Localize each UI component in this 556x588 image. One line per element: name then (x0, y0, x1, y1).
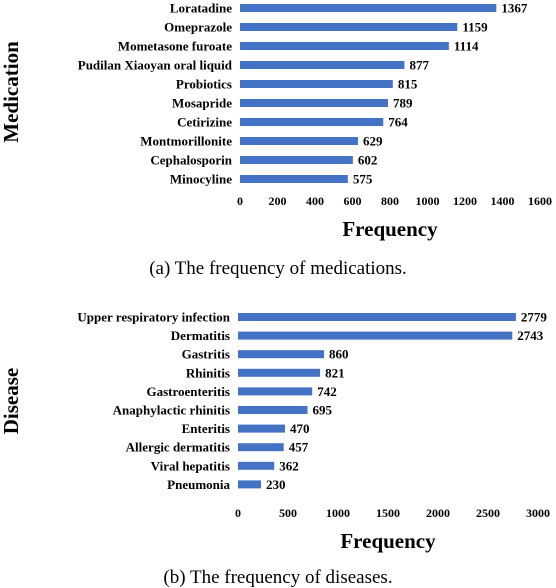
bar (238, 461, 275, 470)
figure-caption: (b) The frequency of diseases. (163, 567, 392, 588)
x-tick-label: 1000 (326, 506, 350, 520)
x-axis-label: Frequency (342, 217, 438, 241)
bar (238, 406, 308, 414)
x-tick-label: 1000 (416, 194, 440, 208)
bar (238, 387, 313, 396)
x-tick-label: 0 (235, 506, 241, 520)
bar (240, 137, 358, 145)
y-axis-label: Medication (0, 41, 23, 143)
category-label: Pudilan Xiaoyan oral liquid (78, 58, 233, 73)
x-tick-label: 1500 (376, 506, 400, 520)
category-label: Mometasone furoate (118, 39, 232, 54)
x-tick-label: 0 (237, 194, 243, 208)
bar (238, 350, 324, 359)
data-label: 1114 (454, 39, 479, 54)
x-tick-label: 500 (279, 506, 297, 520)
bar (240, 156, 353, 164)
data-label: 2743 (517, 328, 544, 343)
data-label: 742 (317, 384, 337, 399)
bar (240, 23, 458, 31)
data-label: 457 (289, 440, 309, 455)
category-label: Enteritis (182, 421, 230, 436)
x-tick-label: 2500 (476, 506, 500, 520)
bar (240, 175, 348, 183)
x-tick-label: 1400 (491, 194, 515, 208)
x-tick-label: 600 (344, 194, 362, 208)
data-label: 1159 (462, 20, 488, 35)
bar (240, 118, 384, 126)
data-label: 821 (325, 365, 345, 380)
bar (240, 80, 393, 88)
data-label: 764 (388, 115, 408, 130)
data-label: 230 (266, 477, 286, 492)
category-label: Gastroenteritis (146, 384, 230, 399)
data-label: 1367 (501, 1, 528, 16)
x-tick-label: 800 (381, 194, 399, 208)
x-tick-label: 2000 (426, 506, 450, 520)
data-label: 860 (329, 347, 349, 362)
data-label: 602 (358, 153, 378, 168)
x-tick-label: 1200 (453, 194, 477, 208)
bar (238, 313, 516, 321)
category-label: Anaphylactic rhinitis (113, 403, 230, 418)
category-label: Loratadine (170, 1, 232, 16)
category-label: Upper respiratory infection (77, 310, 230, 325)
category-label: Cephalosporin (150, 153, 232, 168)
category-label: Dermatitis (171, 328, 230, 343)
data-label: 470 (290, 421, 310, 436)
figure-caption: (a) The frequency of medications. (149, 258, 407, 279)
x-tick-label: 200 (269, 194, 287, 208)
category-label: Omeprazole (164, 20, 232, 35)
data-label: 362 (279, 458, 299, 473)
data-label: 815 (398, 77, 418, 92)
bar (240, 99, 388, 107)
data-label: 877 (409, 58, 429, 73)
bar (238, 424, 285, 433)
medication-chart: Loratadine 1367 Omeprazole 1159 Mometasone f… (0, 1, 552, 280)
data-label: 2779 (521, 310, 548, 325)
bar (238, 368, 321, 377)
data-label: 629 (363, 134, 383, 149)
bar (240, 61, 405, 69)
category-label: Cetirizine (177, 115, 232, 130)
category-label: Mosapride (172, 96, 232, 111)
bar (240, 42, 449, 50)
bar (238, 480, 261, 489)
x-tick-label: 400 (306, 194, 324, 208)
category-label: Pneumonia (167, 477, 230, 492)
data-label: 789 (393, 96, 413, 111)
category-label: Rhinitis (186, 365, 230, 380)
category-label: Minocyline (170, 172, 232, 187)
data-label: 575 (353, 172, 373, 187)
category-label: Montmorillonite (140, 134, 232, 149)
bar (240, 4, 497, 12)
category-label: Allergic dermatitis (126, 440, 230, 455)
category-label: Probiotics (176, 77, 232, 92)
disease-chart: Upper respiratory infection 2779 Dermatiti… (0, 310, 550, 588)
x-axis-label: Frequency (340, 529, 436, 553)
bar (238, 443, 284, 452)
bar (238, 331, 513, 340)
category-label: Viral hepatitis (151, 458, 230, 473)
y-axis-label: Disease (0, 368, 23, 435)
category-label: Gastritis (182, 347, 230, 362)
data-label: 695 (313, 403, 333, 418)
x-tick-label: 1600 (528, 194, 552, 208)
x-tick-label: 3000 (526, 506, 550, 520)
